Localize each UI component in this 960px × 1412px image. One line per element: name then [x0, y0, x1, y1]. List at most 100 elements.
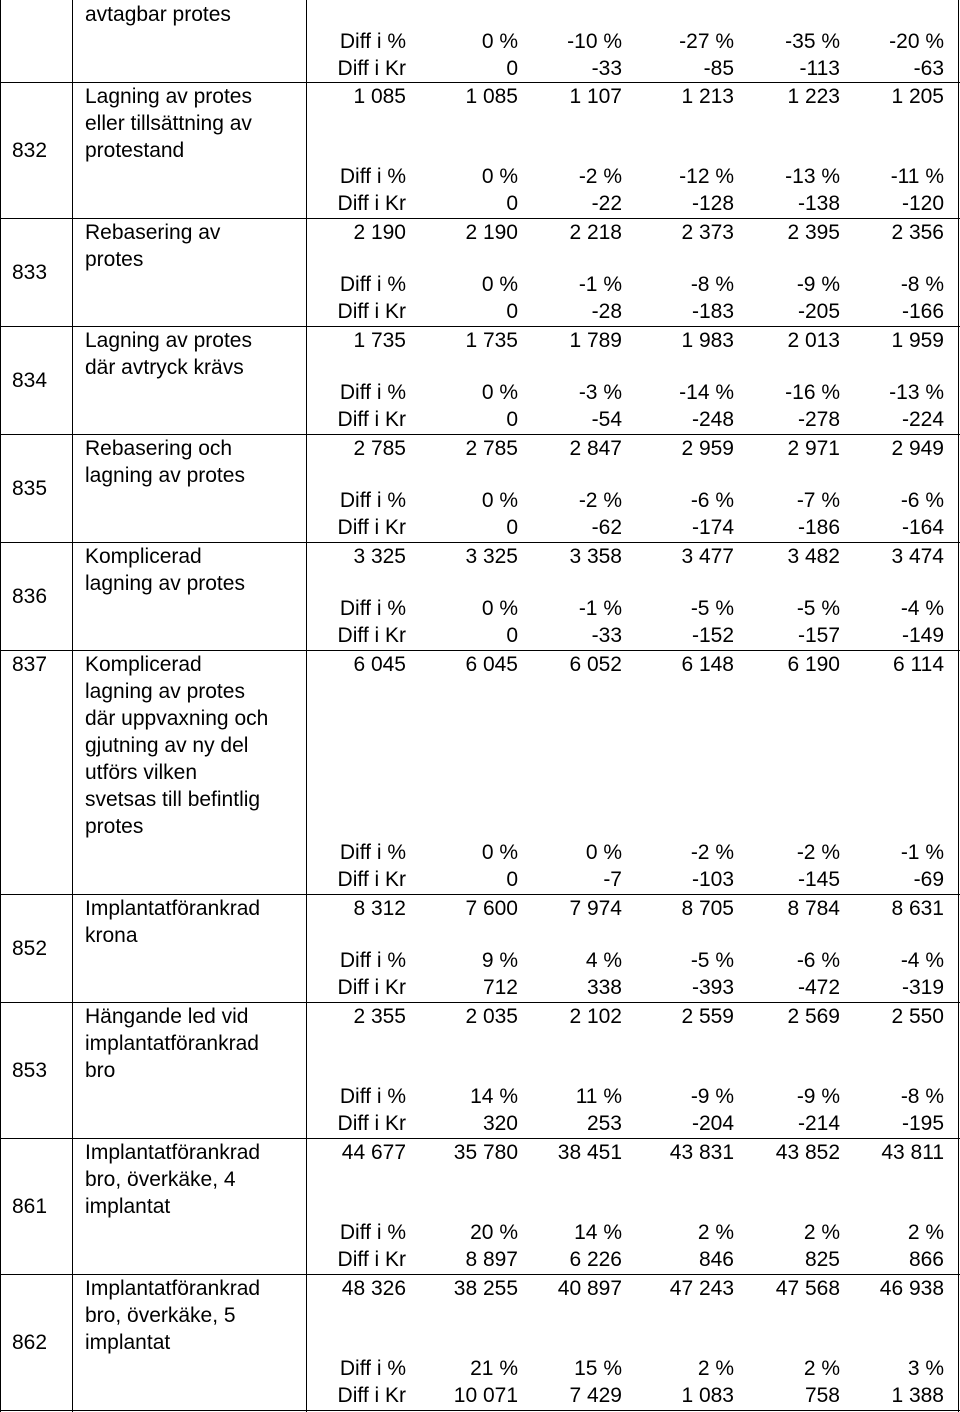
diff-percent-cell: Diff i %	[339, 165, 406, 188]
diff-kronor-cell: Diff i Kr	[337, 624, 406, 647]
price-cell: 8 312	[353, 897, 406, 920]
diff-kronor-cell: 0	[506, 57, 518, 80]
diff-kronor-cell: -62	[591, 516, 622, 539]
diff-kronor-cell: -22	[591, 192, 622, 215]
column-border	[72, 0, 73, 1412]
diff-percent-cell: -4 %	[900, 949, 944, 972]
procedure-code: 853	[12, 1058, 48, 1082]
diff-percent-cell: -9 %	[796, 273, 840, 296]
price-cell: 43 831	[669, 1141, 734, 1164]
price-cell: 38 255	[453, 1277, 518, 1300]
procedure-description: lagning av protes	[85, 680, 245, 703]
column-border	[306, 0, 307, 1412]
price-cell: 3 477	[681, 545, 734, 568]
procedure-description: utförs vilken	[85, 761, 198, 784]
diff-kronor-cell: -113	[799, 57, 840, 80]
price-cell: 1 735	[353, 329, 406, 352]
procedure-code: 832	[12, 138, 48, 162]
procedure-description: implantat	[85, 1195, 171, 1218]
diff-percent-cell: 14 %	[470, 1085, 518, 1108]
diff-percent-cell: 11 %	[575, 1085, 622, 1108]
price-cell: 43 811	[881, 1141, 944, 1164]
diff-kronor-cell: 8 897	[465, 1248, 518, 1271]
price-cell: 7 974	[569, 897, 622, 920]
procedure-description: Lagning av protes	[85, 329, 252, 352]
price-cell: 1 983	[681, 329, 734, 352]
price-cell: 1 959	[891, 329, 944, 352]
price-cell: 47 243	[669, 1277, 734, 1300]
diff-percent-cell: -8 %	[900, 273, 944, 296]
row-border	[0, 326, 960, 327]
diff-kronor-cell: 866	[908, 1248, 944, 1271]
diff-kronor-cell: 7 429	[569, 1384, 622, 1407]
price-cell: 2 559	[681, 1005, 734, 1028]
diff-percent-cell: 0 %	[481, 489, 518, 512]
price-cell: 6 045	[465, 653, 518, 676]
price-cell: 2 569	[787, 1005, 840, 1028]
price-cell: 2 355	[353, 1005, 406, 1028]
diff-percent-cell: 2 %	[907, 1221, 944, 1244]
diff-kronor-cell: Diff i Kr	[337, 300, 406, 323]
procedure-description: protestand	[85, 139, 185, 162]
diff-kronor-cell: Diff i Kr	[337, 408, 406, 431]
price-cell: 1 213	[681, 85, 734, 108]
diff-kronor-cell: -204	[691, 1112, 734, 1135]
diff-kronor-cell: Diff i Kr	[337, 192, 406, 215]
diff-percent-cell: 0 %	[481, 165, 518, 188]
procedure-code: 834	[12, 368, 48, 392]
diff-kronor-cell: -183	[691, 300, 734, 323]
price-cell: 38 451	[557, 1141, 622, 1164]
diff-kronor-cell: -149	[901, 624, 944, 647]
procedure-description: Implantatförankrad	[85, 1141, 261, 1164]
diff-percent-cell: Diff i %	[339, 489, 406, 512]
price-cell: 7 600	[465, 897, 518, 920]
diff-percent-cell: -11 %	[890, 165, 944, 188]
price-cell: 2 190	[353, 221, 406, 244]
price-cell: 48 326	[341, 1277, 406, 1300]
diff-kronor-cell: -128	[691, 192, 734, 215]
price-cell: 3 474	[891, 545, 944, 568]
diff-percent-cell: 0 %	[481, 841, 518, 864]
diff-percent-cell: -16 %	[785, 381, 840, 404]
diff-kronor-cell: -164	[901, 516, 944, 539]
diff-kronor-cell: -224	[901, 408, 944, 431]
price-cell: 2 373	[681, 221, 734, 244]
diff-percent-cell: -6 %	[796, 949, 840, 972]
diff-percent-cell: -13 %	[889, 381, 944, 404]
row-border	[0, 542, 960, 543]
price-cell: 2 102	[569, 1005, 622, 1028]
diff-kronor-cell: 6 226	[569, 1248, 622, 1271]
diff-kronor-cell: -248	[691, 408, 734, 431]
diff-kronor-cell: Diff i Kr	[337, 57, 406, 80]
diff-percent-cell: -9 %	[796, 1085, 840, 1108]
procedure-description: gjutning av ny del	[85, 734, 249, 757]
diff-kronor-cell: -166	[901, 300, 944, 323]
diff-percent-cell: 21 %	[470, 1357, 518, 1380]
diff-percent-cell: -10 %	[567, 30, 622, 53]
diff-percent-cell: 20 %	[470, 1221, 518, 1244]
price-cell: 2 190	[465, 221, 518, 244]
diff-percent-cell: Diff i %	[339, 381, 406, 404]
price-cell: 3 325	[353, 545, 406, 568]
diff-percent-cell: -5 %	[690, 597, 734, 620]
price-cell: 1 085	[465, 85, 518, 108]
diff-percent-cell: Diff i %	[339, 597, 406, 620]
price-cell: 8 631	[891, 897, 944, 920]
diff-kronor-cell: -145	[797, 868, 840, 891]
procedure-code: 833	[12, 260, 48, 284]
price-cell: 44 677	[341, 1141, 406, 1164]
row-border	[0, 1138, 960, 1139]
price-cell: 2 785	[353, 437, 406, 460]
diff-kronor-cell: -195	[901, 1112, 944, 1135]
row-border	[0, 894, 960, 895]
diff-kronor-cell: Diff i Kr	[337, 1112, 406, 1135]
diff-kronor-cell: -120	[901, 192, 944, 215]
diff-percent-cell: -8 %	[690, 273, 734, 296]
diff-kronor-cell: -278	[797, 408, 840, 431]
price-cell: 8 705	[681, 897, 734, 920]
diff-percent-cell: Diff i %	[339, 30, 406, 53]
diff-percent-cell: -1 %	[578, 597, 622, 620]
diff-kronor-cell: 253	[586, 1112, 622, 1135]
procedure-description: lagning av protes	[85, 464, 245, 487]
diff-percent-cell: -6 %	[900, 489, 944, 512]
